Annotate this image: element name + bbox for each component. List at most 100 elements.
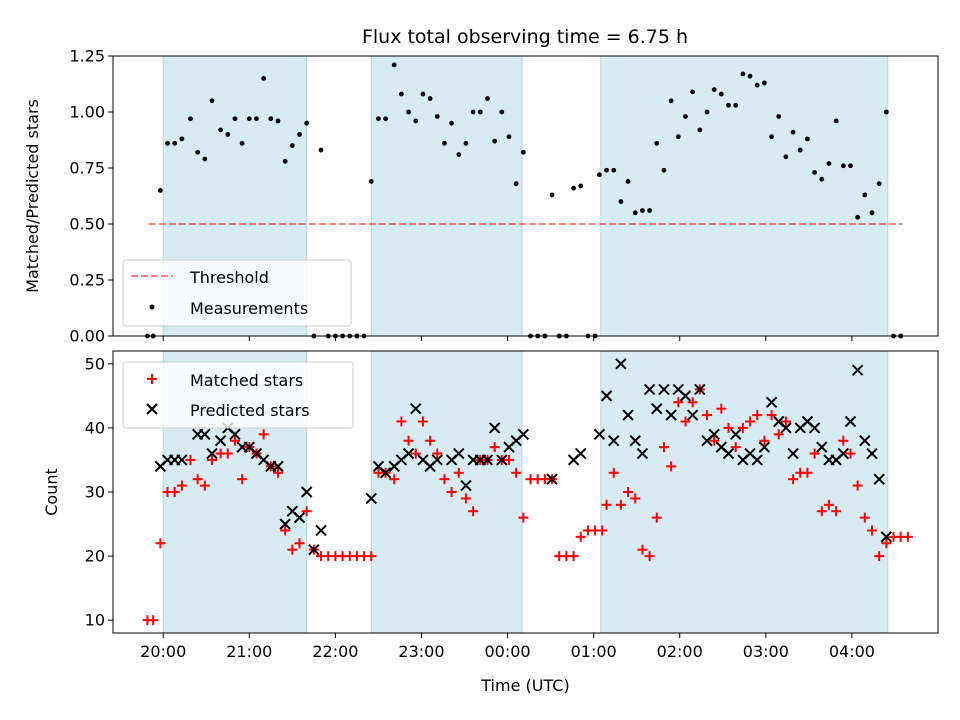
y-tick-label: 30 <box>85 483 105 502</box>
measurement-point <box>218 127 224 133</box>
matched-star-point <box>902 531 913 542</box>
time-x-axis: 20:00 21:00 22:00 23:00 00:00 01:00 02:00 03:00… <box>140 633 875 661</box>
measurement-point <box>632 210 638 216</box>
measurement-point <box>383 116 389 122</box>
predicted-star-point <box>575 447 587 460</box>
measurement-point <box>195 149 201 155</box>
measurement-point <box>289 143 295 149</box>
matched-star-point <box>489 442 500 453</box>
matched-star-point <box>680 416 691 427</box>
predicted-star-point <box>880 531 893 543</box>
predicted-star-point <box>431 454 443 466</box>
measurement-point <box>225 132 231 137</box>
predicted-star-point <box>293 511 306 524</box>
measurement-point <box>690 89 696 95</box>
y-tick-label: 0.75 <box>69 159 105 178</box>
legend-predicted-swatch <box>146 403 158 415</box>
measurement-point <box>368 179 374 184</box>
predicted-star-point <box>315 524 327 537</box>
measurement-point <box>318 147 324 153</box>
measurement-point <box>571 185 576 191</box>
matched-star-point <box>396 416 407 427</box>
legend-threshold-label: Threshold <box>189 268 269 287</box>
matched-star-point <box>687 397 698 408</box>
measurement-point <box>172 140 178 146</box>
y-tick-label: 0.50 <box>69 215 105 234</box>
legend-predicted-label: Predicted stars <box>190 401 310 420</box>
ratio-panel: 0.00 0.25 0.50 0.75 1.00 1.25 Matched/Predict… <box>23 47 939 346</box>
matched-star-point <box>780 416 791 427</box>
measurement-point <box>157 188 163 193</box>
top-x-ticks <box>162 336 853 341</box>
matched-star-point <box>511 467 522 478</box>
matched-star-point <box>608 467 619 478</box>
matched-star-point <box>425 435 436 446</box>
measurement-point <box>470 109 476 115</box>
matched-star-point <box>439 474 450 485</box>
predicted-star-point <box>622 409 634 421</box>
predicted-star-point <box>481 454 494 466</box>
matched-star-point <box>207 454 217 465</box>
matched-star-point <box>169 487 180 497</box>
measurement-point <box>654 140 660 146</box>
matched-star-point <box>852 480 863 491</box>
measurement-point <box>833 118 839 124</box>
matched-star-point <box>651 512 662 523</box>
bottom-observing-windows <box>162 350 889 634</box>
matched-star-point <box>229 435 240 446</box>
measurement-point <box>406 109 411 115</box>
predicted-star-point <box>679 390 692 402</box>
measurement-point <box>855 214 861 220</box>
measurement-point <box>848 163 853 169</box>
matched-star-point <box>410 448 421 459</box>
measurement-point <box>209 98 215 104</box>
observing-window <box>370 55 523 337</box>
matched-star-point <box>366 551 377 562</box>
measurement-point <box>675 134 681 140</box>
measurement-point <box>704 109 710 115</box>
predicted-star-point <box>844 415 857 428</box>
matched-star-point <box>752 410 763 421</box>
measurement-point <box>179 136 185 142</box>
measurement-point <box>261 76 267 81</box>
matched-star-point <box>453 467 464 478</box>
observing-window <box>370 350 523 634</box>
measurement-point <box>427 96 433 101</box>
measurement-point <box>202 156 208 162</box>
measurement-point <box>434 114 440 119</box>
matched-star-point <box>389 474 400 485</box>
measurement-point <box>477 109 483 115</box>
measurement-point <box>275 118 281 124</box>
predicted-star-point <box>176 454 188 466</box>
predicted-star-point <box>496 454 508 466</box>
matched-star-point <box>845 448 856 459</box>
matched-star-point <box>766 410 777 421</box>
predicted-star-point <box>859 435 871 447</box>
measurement-point <box>297 132 302 137</box>
y-tick-label: 10 <box>85 611 105 630</box>
matched-star-point <box>881 538 892 549</box>
measurement-point <box>549 192 555 198</box>
measurement-point <box>790 129 796 135</box>
measurement-point <box>668 98 674 104</box>
matched-star-point <box>859 512 870 523</box>
predicted-star-points <box>154 358 893 556</box>
measurement-point <box>640 208 645 213</box>
bottom-legend-box <box>122 361 354 429</box>
measurement-point <box>733 102 739 108</box>
predicted-star-point <box>629 435 641 447</box>
matched-star-point <box>468 506 479 517</box>
matched-star-point <box>630 493 641 504</box>
predicted-star-point <box>873 473 885 485</box>
predicted-star-point <box>651 402 663 415</box>
matched-star-point <box>597 525 608 536</box>
predicted-star-point <box>787 447 799 460</box>
measurement-point <box>747 73 753 79</box>
predicted-star-point <box>722 447 735 460</box>
predicted-star-point <box>866 447 878 460</box>
measurement-point <box>876 181 882 187</box>
predicted-star-point <box>636 447 649 460</box>
matched-star-point <box>294 538 305 549</box>
legend-measurements-label: Measurements <box>190 299 308 318</box>
bottom-y-axis: 10 20 30 40 50 <box>85 354 113 630</box>
